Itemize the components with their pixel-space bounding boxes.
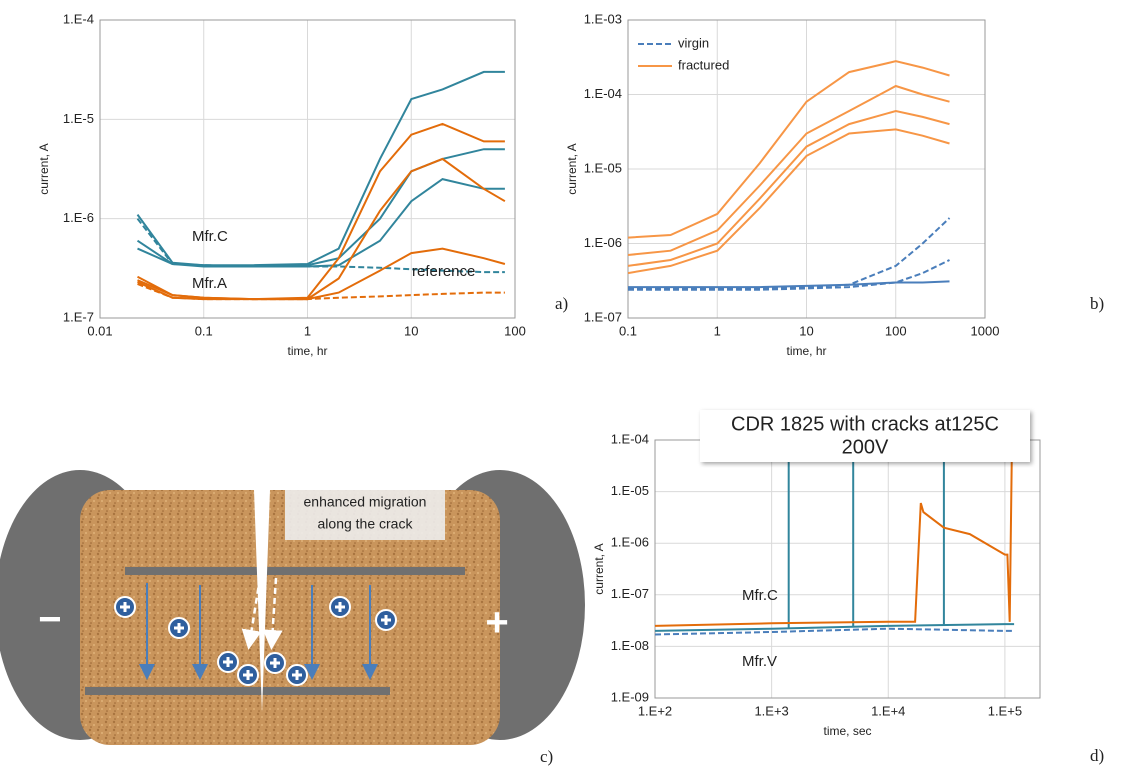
ion-sign <box>243 670 253 680</box>
y-tick-label: 1.E-5 <box>63 111 94 126</box>
y-tick-label: 1.E-7 <box>63 309 94 324</box>
chart-title: CDR 1825 with cracks at125C <box>731 413 999 435</box>
chart: 1.E-7 1.E-6 1.E-5 1.E-4 0.01 0.1 1 10 100 time, h… <box>37 11 568 358</box>
x-tick-label: 100 <box>885 323 907 338</box>
panel-label: a) <box>555 294 568 313</box>
ion-sign <box>120 602 130 612</box>
y-tick-label: 1.E-07 <box>611 586 649 601</box>
x-tick-label: 1.E+2 <box>638 703 672 718</box>
data-line <box>137 283 505 301</box>
y-axis-label: current, A <box>37 143 51 194</box>
ion-sign <box>381 615 391 625</box>
x-tick-label: 10 <box>404 323 418 338</box>
y-tick-label: 1.E-4 <box>63 11 94 26</box>
title-box <box>700 410 1030 462</box>
legend-label: fractured <box>678 57 729 72</box>
y-tick-label: 1.E-09 <box>611 689 649 704</box>
y-tick-label: 1.E-07 <box>584 309 622 324</box>
y-tick-label: 1.E-03 <box>584 11 622 26</box>
ion-sign <box>335 602 345 612</box>
data-line <box>628 259 950 291</box>
panel-label: d) <box>1090 746 1104 765</box>
minus-sign: − <box>38 598 61 642</box>
x-axis-label: time, hr <box>287 344 327 358</box>
plus-sign: + <box>485 601 508 645</box>
data-line <box>627 84 950 256</box>
panel-label: c) <box>540 747 553 766</box>
y-axis-label: current, A <box>565 143 579 194</box>
ion-sign <box>292 670 302 680</box>
data-line <box>628 280 950 289</box>
annotation: Mfr.A <box>192 275 227 292</box>
annotation: Mfr.V <box>742 653 777 670</box>
data-line <box>137 157 506 301</box>
ion-sign <box>174 623 184 633</box>
annotation: reference <box>412 263 475 280</box>
plate <box>125 567 465 575</box>
annotation: Mfr.C <box>742 587 778 604</box>
y-tick-label: 1.E-05 <box>584 160 622 175</box>
y-tick-label: 1.E-05 <box>611 483 649 498</box>
note-box <box>285 490 445 540</box>
x-tick-label: 0.1 <box>195 323 213 338</box>
ions <box>114 596 397 686</box>
x-tick-label: 1.E+3 <box>754 703 788 718</box>
y-tick-label: 1.E-6 <box>63 210 94 225</box>
x-tick-label: 1 <box>714 323 721 338</box>
x-tick-label: 1.E+4 <box>871 703 905 718</box>
chart-subtitle: 200V <box>842 436 889 458</box>
ceramic-body <box>80 490 500 745</box>
plate <box>85 687 390 695</box>
data-line <box>137 178 505 268</box>
crack-arrows <box>241 577 283 650</box>
x-tick-label: 1000 <box>971 323 1000 338</box>
plot-frame <box>654 439 1041 699</box>
note: enhanced migration <box>304 494 427 510</box>
plot-frame <box>99 19 516 319</box>
crack <box>254 490 270 712</box>
data-line <box>627 109 950 267</box>
data-line <box>654 623 1015 632</box>
y-tick-label: 1.E-04 <box>611 431 649 446</box>
chart: 1.E-07 1.E-06 1.E-05 1.E-04 1.E-03 0.1 1 10 100 1… <box>565 11 1104 358</box>
x-tick-label: 100 <box>504 323 526 338</box>
chart: 1.E-09 1.E-08 1.E-07 1.E-06 1.E-05 1.E-04 1.E+… <box>592 410 1104 765</box>
x-tick-label: 1 <box>304 323 311 338</box>
data-line <box>627 128 950 275</box>
x-tick-label: 0.1 <box>619 323 637 338</box>
panel-label: b) <box>1090 294 1104 313</box>
note: along the crack <box>318 516 414 532</box>
diagram: enhanced migration along the crack − + c… <box>0 470 585 766</box>
y-axis-label: current, A <box>592 543 606 594</box>
data-line <box>654 439 1013 627</box>
ion-sign <box>270 658 280 668</box>
data-line <box>628 217 951 290</box>
y-tick-label: 1.E-06 <box>611 535 649 550</box>
y-tick-label: 1.E-06 <box>584 235 622 250</box>
legend-label: virgin <box>678 35 709 50</box>
x-tick-label: 0.01 <box>87 323 112 338</box>
plot-frame <box>627 19 986 319</box>
data-line <box>136 148 505 268</box>
y-tick-label: 1.E-08 <box>611 638 649 653</box>
ion-sign <box>223 657 233 667</box>
annotation: Mfr.C <box>192 228 228 245</box>
data-line <box>654 627 1015 636</box>
x-axis-label: time, hr <box>786 344 826 358</box>
x-tick-label: 10 <box>799 323 813 338</box>
arrows <box>139 583 378 680</box>
x-axis-label: time, sec <box>823 724 871 738</box>
x-tick-label: 1.E+5 <box>988 703 1022 718</box>
data-line <box>627 60 950 239</box>
y-tick-label: 1.E-04 <box>584 86 622 101</box>
